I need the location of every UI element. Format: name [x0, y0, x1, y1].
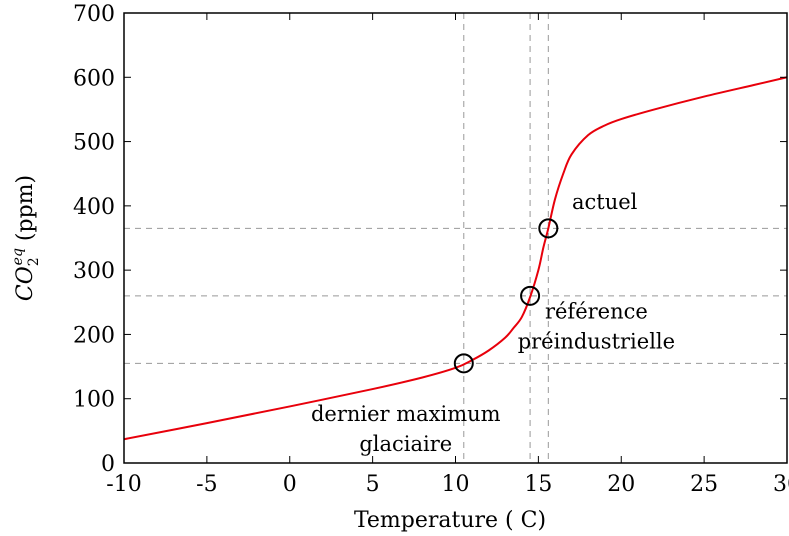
x-tick-label-2: 0: [283, 472, 297, 497]
annotation-1: référence préindustrielle: [518, 299, 675, 353]
y-tick-label-6: 600: [73, 66, 115, 91]
data-series: [123, 76, 788, 441]
annotations: actuel référence préindustrielle dernier ma…: [311, 190, 675, 456]
x-ticks: -10 -5 0 5 10 15 20 25 30: [106, 13, 789, 497]
y-tick-label-3: 300: [73, 259, 115, 284]
y-axis-label-main: CO: [13, 266, 38, 301]
marker-point-2: [538, 218, 559, 239]
x-tick-label-5: 15: [524, 472, 552, 497]
annotation-2: dernier maximum glaciaire: [311, 402, 501, 456]
y-axis-label-unit: (ppm): [13, 175, 38, 248]
series-line-0: [123, 76, 788, 441]
annotation-1-line-1: préindustrielle: [518, 329, 675, 353]
y-tick-label-1: 100: [73, 388, 115, 413]
x-axis-label: Temperature ( C): [354, 508, 546, 533]
annotation-0-line-0: actuel: [572, 190, 638, 214]
y-axis-label: CO2eq (ppm): [10, 175, 42, 301]
y-tick-label-2: 200: [73, 323, 115, 348]
y-tick-label-0: 0: [101, 452, 115, 477]
marker-point-0: [453, 353, 474, 374]
x-tick-label-8: 30: [773, 472, 789, 497]
plot-frame: [123, 12, 788, 464]
x-tick-label-1: -5: [196, 472, 217, 497]
y-tick-label-4: 400: [73, 195, 115, 220]
annotation-0: actuel: [572, 190, 638, 214]
y-tick-label-5: 500: [73, 131, 115, 156]
y-tick-label-7: 700: [73, 2, 115, 27]
x-tick-label-7: 25: [690, 472, 718, 497]
annotation-1-line-0: référence: [545, 299, 648, 323]
x-tick-label-3: 5: [366, 472, 380, 497]
annotation-2-line-0: dernier maximum: [311, 402, 501, 426]
reference-lines: [124, 13, 787, 463]
y-axis-label-sup: eq: [10, 248, 26, 265]
x-tick-label-6: 20: [607, 472, 635, 497]
x-tick-label-4: 10: [442, 472, 470, 497]
marker-point-1: [520, 285, 541, 306]
annotation-2-line-1: glaciaire: [359, 432, 452, 456]
y-axis-label-sub: 2: [26, 257, 42, 266]
markers: [453, 218, 559, 374]
x-tick-label-0: -10: [106, 472, 141, 497]
y-ticks: 0 100 200 300 400 500 600 700: [73, 2, 787, 477]
